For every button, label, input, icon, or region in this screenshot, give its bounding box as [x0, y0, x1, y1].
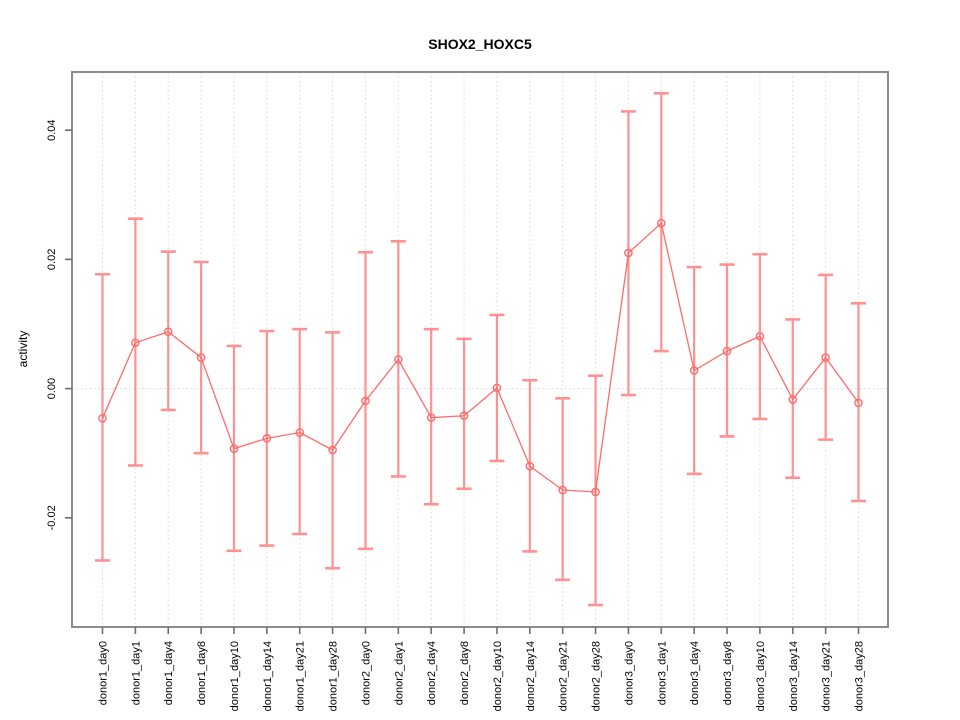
data-point-donor2_day21 — [558, 485, 567, 495]
x-tick-label-donor1_day14: donor1_day14 — [262, 641, 274, 711]
x-tick-label-donor2_day1: donor2_day1 — [393, 641, 405, 705]
data-point-donor1_day21 — [295, 428, 305, 437]
x-tick-label-donor3_day28: donor3_day28 — [854, 641, 866, 711]
data-point-donor2_day14 — [525, 461, 535, 471]
y-axis-label: activity — [16, 331, 30, 368]
data-point-donor3_day8 — [722, 346, 732, 356]
data-point-donor3_day4 — [689, 366, 699, 375]
data-point-donor1_day10 — [229, 444, 239, 453]
data-point-donor2_day28 — [591, 487, 600, 497]
data-point-donor1_day4 — [163, 327, 173, 337]
y-tick-label: 0.00 — [46, 378, 58, 399]
x-tick-label-donor2_day28: donor2_day28 — [591, 641, 603, 711]
x-tick-label-donor2_day8: donor2_day8 — [459, 641, 471, 705]
x-tick-label-donor3_day1: donor3_day1 — [656, 641, 668, 705]
y-tick-label: 0.02 — [46, 249, 58, 270]
data-point-donor2_day0 — [361, 396, 370, 406]
x-tick-label-donor1_day1: donor1_day1 — [130, 641, 142, 705]
x-tick-label-donor1_day28: donor1_day28 — [328, 641, 340, 711]
data-point-donor2_day10 — [492, 383, 502, 393]
data-point-donor3_day14 — [788, 395, 798, 404]
x-tick-label-donor2_day4: donor2_day4 — [426, 641, 438, 705]
x-tick-label-donor3_day4: donor3_day4 — [689, 641, 701, 705]
x-tick-label-donor3_day14: donor3_day14 — [788, 641, 800, 711]
x-tick-label-donor1_day4: donor1_day4 — [163, 641, 175, 705]
y-tick-label: 0.04 — [46, 119, 58, 140]
x-tick-label-donor3_day0: donor3_day0 — [623, 641, 635, 705]
x-tick-label-donor2_day0: donor2_day0 — [360, 641, 372, 705]
data-point-donor1_day14 — [262, 434, 272, 443]
x-tick-label-donor2_day14: donor2_day14 — [525, 641, 537, 711]
x-tick-label-donor3_day8: donor3_day8 — [722, 641, 734, 705]
data-point-donor3_day0 — [624, 248, 633, 258]
data-point-donor2_day1 — [394, 355, 403, 364]
plot-box — [71, 71, 889, 628]
x-tick-label-donor1_day21: donor1_day21 — [295, 641, 307, 711]
series-line — [101, 221, 860, 493]
y-tick-label: -0.02 — [46, 505, 58, 530]
data-point-donor3_day21 — [821, 353, 830, 362]
x-tick-label-donor2_day21: donor2_day21 — [558, 641, 570, 711]
data-point-donor1_day0 — [98, 414, 107, 423]
x-tick-label-donor1_day8: donor1_day8 — [196, 641, 208, 705]
data-point-donor1_day28 — [328, 445, 337, 455]
chart-title: SHOX2_HOXC5 — [428, 36, 532, 52]
data-point-donor3_day28 — [854, 398, 863, 408]
x-tick-label-donor1_day0: donor1_day0 — [98, 641, 110, 705]
data-point-donor2_day8 — [459, 411, 469, 421]
x-tick-label-donor2_day10: donor2_day10 — [492, 641, 504, 711]
data-point-donor1_day1 — [131, 338, 140, 348]
data-point-donor3_day1 — [656, 218, 666, 228]
x-tick-label-donor3_day10: donor3_day10 — [755, 641, 767, 711]
data-point-donor1_day8 — [196, 353, 206, 362]
x-tick-label-donor3_day21: donor3_day21 — [821, 641, 833, 711]
data-point-donor2_day4 — [426, 413, 436, 422]
data-point-donor3_day10 — [755, 331, 765, 341]
x-tick-label-donor1_day10: donor1_day10 — [229, 641, 241, 711]
